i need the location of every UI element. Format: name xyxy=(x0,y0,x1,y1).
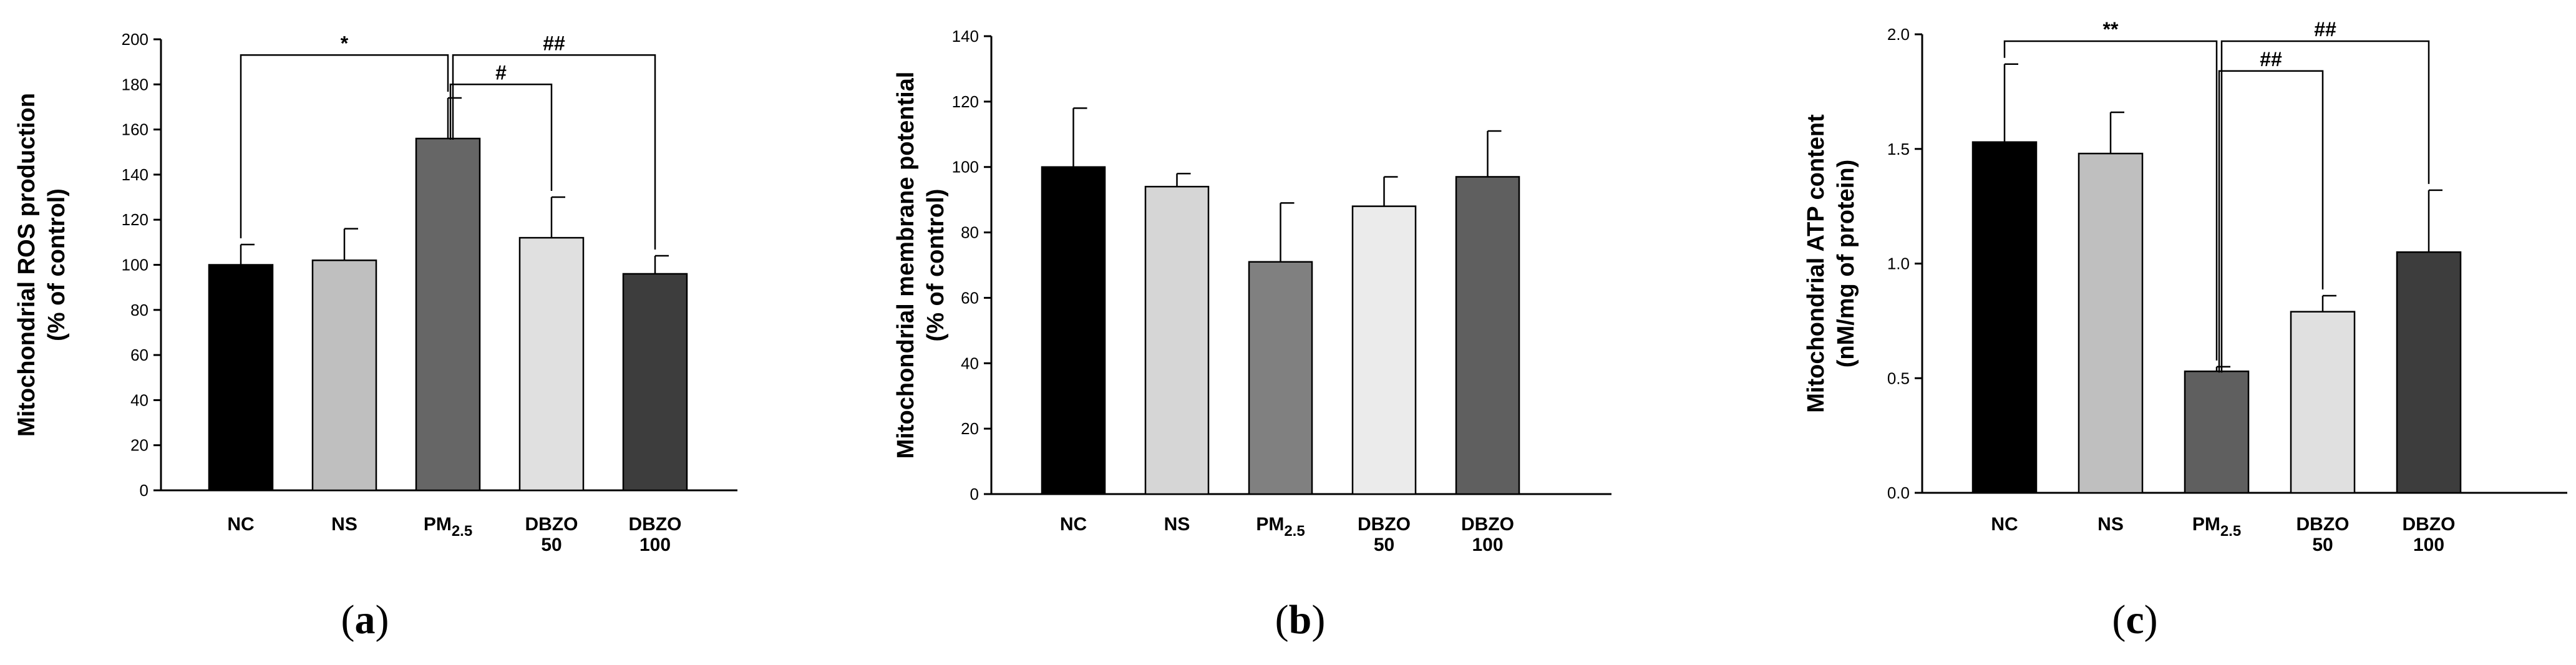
panel-b: 0 20 40 60 80 100 120 140 Mitochondrial membrane… xyxy=(858,0,1717,665)
chart-a: 0 20 40 60 80 100 120 140 160 180 200 Mitochondrial… xyxy=(14,30,737,643)
panel-a: 0 20 40 60 80 100 120 140 160 180 200 Mitochondrial… xyxy=(0,0,858,665)
bar xyxy=(2078,152,2144,494)
category-label: DBZO xyxy=(1461,514,1514,535)
significance-bracket xyxy=(240,54,449,238)
significance-label: ## xyxy=(2314,18,2336,41)
category-label-line2: 100 xyxy=(2413,535,2444,555)
bar xyxy=(1248,261,1313,495)
bar xyxy=(1144,185,1210,495)
category-label: NS xyxy=(2097,514,2124,535)
y-axis-label: Mitochondrial membrane potential xyxy=(893,72,919,459)
y-tick-label: 140 xyxy=(122,165,148,184)
bar xyxy=(1455,176,1520,495)
bar xyxy=(311,260,377,492)
significance-bracket xyxy=(2218,70,2324,373)
significance-label: * xyxy=(341,32,349,54)
y-tick-label: 80 xyxy=(961,223,979,242)
y-tick-label: 1.5 xyxy=(1887,140,1910,158)
significance-label: ** xyxy=(2103,18,2119,41)
y-tick-label: 120 xyxy=(952,92,979,111)
category-label-line2: 50 xyxy=(1374,535,1394,555)
y-tick-label: 40 xyxy=(961,354,979,372)
bar xyxy=(208,264,274,492)
bar xyxy=(415,137,481,492)
category-label: DBZO xyxy=(2297,514,2350,535)
y-tick-label: 80 xyxy=(130,301,148,319)
y-tick-label: 0 xyxy=(970,485,979,503)
y-axis-label: Mitochondrial ROS production xyxy=(14,93,40,437)
category-label: NS xyxy=(331,514,357,535)
y-tick-label: 60 xyxy=(130,346,148,364)
bar xyxy=(1041,166,1106,495)
category-label: DBZO xyxy=(629,514,682,535)
bar xyxy=(2396,251,2462,494)
bar xyxy=(518,236,585,492)
chart-b: 0 20 40 60 80 100 120 140 Mitochondrial membrane… xyxy=(893,27,1611,643)
panel-c: 0.0 0.5 1.0 1.5 2.0 Mitochondrial ATP content… xyxy=(1717,0,2576,665)
panel-label: (c) xyxy=(2112,597,2157,643)
y-tick-label: 40 xyxy=(130,391,148,409)
bar xyxy=(1351,205,1417,495)
y-tick-label: 2.0 xyxy=(1887,25,1910,44)
category-label-line2: 100 xyxy=(639,535,671,555)
y-tick-label: 0.5 xyxy=(1887,369,1910,387)
panel-label: (a) xyxy=(341,597,389,643)
category-label: NS xyxy=(1164,514,1190,535)
significance-label: # xyxy=(495,61,507,84)
category-label-line2: 100 xyxy=(1472,535,1503,555)
y-axis-label-units: (% of control) xyxy=(923,189,949,342)
y-axis-label: Mitochondrial ATP content xyxy=(1803,114,1829,413)
category-label: DBZO xyxy=(1358,514,1411,535)
significance-bracket xyxy=(2003,40,2218,361)
y-tick-label: 0 xyxy=(140,481,148,500)
category-label: NC xyxy=(1991,514,2018,535)
y-tick-label: 140 xyxy=(952,27,979,46)
y-axis-label-units: (% of control) xyxy=(44,188,70,341)
category-label: PM2.5 xyxy=(2192,514,2241,540)
y-tick-label: 180 xyxy=(122,75,148,94)
bar xyxy=(622,273,688,492)
category-label: DBZO xyxy=(525,514,578,535)
significance-bracket xyxy=(2220,40,2430,373)
y-tick-label: 160 xyxy=(122,120,148,139)
category-label: DBZO xyxy=(2403,514,2456,535)
chart-c: 0.0 0.5 1.0 1.5 2.0 Mitochondrial ATP content… xyxy=(1803,18,2567,643)
category-label: NC xyxy=(227,514,254,535)
category-label-line2: 50 xyxy=(2312,535,2333,555)
bar xyxy=(2290,311,2356,494)
category-label: PM2.5 xyxy=(424,514,472,540)
bar xyxy=(2184,370,2250,494)
y-tick-label: 20 xyxy=(130,436,148,455)
y-tick-label: 1.0 xyxy=(1887,255,1910,273)
category-label-line2: 50 xyxy=(541,535,561,555)
significance-bracket xyxy=(452,54,656,250)
y-tick-label: 0.0 xyxy=(1887,483,1910,502)
bar xyxy=(1971,141,2038,494)
y-tick-label: 120 xyxy=(122,210,148,229)
y-axis-label-units: (nM/mg of protein) xyxy=(1833,160,1859,367)
significance-label: ## xyxy=(543,32,565,54)
significance-label: ## xyxy=(2260,48,2282,70)
y-tick-label: 20 xyxy=(961,419,979,438)
category-label: PM2.5 xyxy=(1256,514,1305,540)
significance-bracket xyxy=(449,84,553,192)
y-tick-label: 60 xyxy=(961,288,979,307)
panel-label: (b) xyxy=(1275,597,1326,643)
category-label: NC xyxy=(1060,514,1087,535)
y-tick-label: 100 xyxy=(122,256,148,274)
y-tick-label: 200 xyxy=(122,30,148,49)
y-tick-label: 100 xyxy=(952,158,979,177)
